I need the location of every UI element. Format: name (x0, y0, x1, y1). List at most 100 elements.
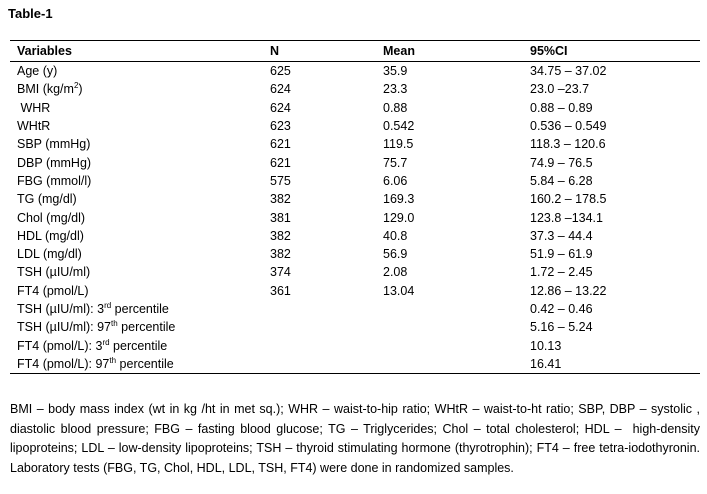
n-cell (263, 354, 376, 375)
n-cell (263, 300, 376, 318)
superscript: rd (102, 337, 110, 347)
variable-text: FT4 (pmol/L): 97 (17, 356, 110, 371)
ci-cell: 37.3 – 44.4 (530, 228, 593, 243)
ci-cell: 74.9 – 76.5 (530, 155, 593, 170)
mean-cell: 13.04 (383, 283, 415, 298)
n-cell: 361 (270, 283, 291, 298)
table-row: HDL (mg/dl) 382 40.8 37.3 – 44.4 (10, 227, 700, 245)
header-cell: 95%CI (523, 40, 700, 62)
n-cell: 381 (270, 210, 291, 225)
n-cell (263, 336, 376, 354)
variable-cell: SBP (mmHg) (17, 137, 91, 152)
mean-cell (376, 354, 523, 375)
table-row: TSH (µIU/ml): 3rd percentile 0.42 – 0.46 (10, 300, 700, 318)
table-row: TG (mg/dl) 382 169.3 160.2 – 178.5 (10, 190, 700, 208)
header-row: Variables N Mean 95%CI (10, 40, 700, 62)
variable-cell: FT4 (pmol/L): 97th percentile (10, 354, 263, 375)
table-row: TSH (µIU/ml) 374 2.08 1.72 – 2.45 (10, 263, 700, 281)
n-cell: 624 (270, 82, 291, 97)
variable-cell: LDL (mg/dl) (17, 247, 82, 262)
mean-cell: 119.5 (383, 137, 414, 152)
ci-cell: 118.3 – 120.6 (530, 137, 606, 152)
variable-cell: DBP (mmHg) (17, 155, 92, 170)
table-row: WHtR 623 0.542 0.536 – 0.549 (10, 117, 700, 135)
mean-cell (376, 318, 523, 336)
mean-cell: 129.0 (383, 210, 415, 225)
footnote: BMI – body mass index (wt in kg /ht in m… (10, 402, 704, 475)
mean-cell (376, 300, 523, 318)
table-row: FBG (mmol/l) 575 6.06 5.84 – 6.28 (10, 172, 700, 190)
ci-cell: 34.75 – 37.02 (530, 64, 607, 79)
table-row: FT4 (pmol/L) 361 13.04 12.86 – 13.22 (10, 282, 700, 300)
variable-text: BMI (kg/m (17, 82, 74, 97)
data-table: Variables N Mean 95%CI Age (y) 625 35.9 34.75 … (10, 40, 700, 375)
mean-cell: 35.9 (383, 64, 408, 79)
table-row: FT4 (pmol/L): 97th percentile 16.41 (10, 354, 700, 375)
variable-cell: WHR (17, 100, 51, 115)
superscript: 2 (73, 81, 79, 91)
header-cell: Variables (10, 40, 263, 62)
variable-cell: BMI (kg/m2) (10, 80, 263, 98)
n-cell: 575 (270, 173, 291, 188)
n-cell: 374 (270, 265, 291, 280)
table-row: DBP (mmHg) 621 75.7 74.9 – 76.5 (10, 153, 700, 171)
table-row: WHR 624 0.88 0.88 – 0.89 (10, 99, 700, 117)
table-row: SBP (mmHg) 621 119.5 118.3 – 120.6 (10, 135, 700, 153)
mean-cell: 23.3 (383, 82, 408, 97)
n-cell: 382 (270, 192, 291, 207)
variable-cell: TSH (µIU/ml): 97th percentile (10, 318, 263, 336)
ci-cell: 5.84 – 6.28 (530, 173, 593, 188)
n-cell: 621 (270, 155, 291, 170)
table-row: LDL (mg/dl) 382 56.9 51.9 – 61.9 (10, 245, 700, 263)
header-cell: Mean (376, 40, 523, 62)
table-title: Table-1 (8, 6, 53, 21)
mean-cell: 40.8 (383, 228, 408, 243)
table-row: FT4 (pmol/L): 3rd percentile 10.13 (10, 336, 700, 354)
table-row: Age (y) 625 35.9 34.75 – 37.02 (10, 62, 700, 81)
variable-text: TSH (µIU/ml): 3 (17, 302, 105, 316)
mean-cell: 0.88 (383, 100, 408, 115)
n-cell: 621 (270, 137, 291, 152)
variable-cell: HDL (mg/dl) (17, 228, 84, 243)
mean-cell: 2.08 (383, 265, 408, 280)
table-row: TSH (µIU/ml): 97th percentile 5.16 – 5.24 (10, 318, 700, 336)
ci-cell: 0.42 – 0.46 (530, 302, 593, 316)
variable-cell: WHtR (17, 119, 51, 134)
ci-cell: 160.2 – 178.5 (530, 192, 607, 207)
variable-cell: FBG (mmol/l) (17, 173, 92, 188)
ci-cell: 0.88 – 0.89 (530, 100, 593, 115)
n-cell: 624 (270, 100, 291, 115)
table-row: Chol (mg/dl) 381 129.0 123.8 –134.1 (10, 208, 700, 226)
n-cell (263, 318, 376, 336)
mean-cell: 56.9 (383, 247, 408, 262)
ci-cell: 51.9 – 61.9 (530, 247, 593, 262)
variable-text: FT4 (pmol/L): 3 (17, 338, 103, 353)
ci-cell: 123.8 –134.1 (530, 210, 603, 225)
n-cell: 625 (270, 64, 291, 79)
mean-cell: 75.7 (383, 155, 408, 170)
n-cell: 623 (270, 119, 291, 134)
ci-cell: 23.0 –23.7 (530, 82, 590, 97)
variable-cell: FT4 (pmol/L): 3rd percentile (10, 336, 263, 354)
superscript: th (111, 319, 118, 329)
ci-cell: 1.72 – 2.45 (530, 265, 593, 280)
table-row: BMI (kg/m2) 624 23.3 23.0 –23.7 (10, 80, 700, 98)
mean-cell (376, 336, 523, 354)
variable-text: percentile (109, 338, 168, 353)
variable-text: percentile (111, 302, 169, 316)
table-body: Age (y) 625 35.9 34.75 – 37.02 BMI (kg/m2) 62… (10, 62, 700, 375)
variable-cell: FT4 (pmol/L) (17, 283, 89, 298)
mean-cell: 169.3 (383, 192, 415, 207)
superscript: th (109, 355, 117, 365)
n-cell: 382 (270, 228, 291, 243)
variable-cell: TSH (µIU/ml) (17, 265, 91, 280)
ci-cell: 0.536 – 0.549 (530, 119, 607, 134)
variable-cell: TSH (µIU/ml): 3rd percentile (10, 300, 263, 318)
ci-cell: 16.41 (523, 354, 700, 375)
variable-text: percentile (117, 320, 176, 335)
superscript: rd (104, 301, 112, 310)
variable-cell: TG (mg/dl) (17, 192, 77, 207)
n-cell: 382 (270, 247, 291, 262)
variable-cell: Chol (mg/dl) (17, 210, 86, 225)
